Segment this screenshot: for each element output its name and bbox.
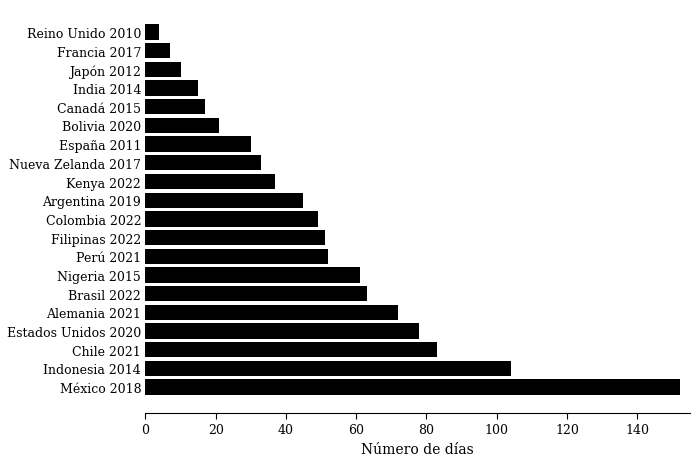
Bar [146,268,360,283]
Bar [146,25,160,41]
Bar [146,193,303,208]
Bar [146,212,318,227]
Bar [146,63,181,78]
Bar [146,342,437,357]
Bar [146,81,198,97]
Bar [146,119,219,134]
Bar [146,156,261,171]
Bar [146,100,205,115]
Bar [146,137,251,152]
Bar [146,324,420,339]
Bar [146,44,170,59]
Bar [146,231,325,246]
Bar [146,305,399,320]
X-axis label: Número de días: Número de días [361,442,474,456]
Bar [146,286,367,301]
Bar [146,380,680,395]
Bar [146,249,328,264]
Bar [146,175,275,190]
Bar [146,361,511,376]
